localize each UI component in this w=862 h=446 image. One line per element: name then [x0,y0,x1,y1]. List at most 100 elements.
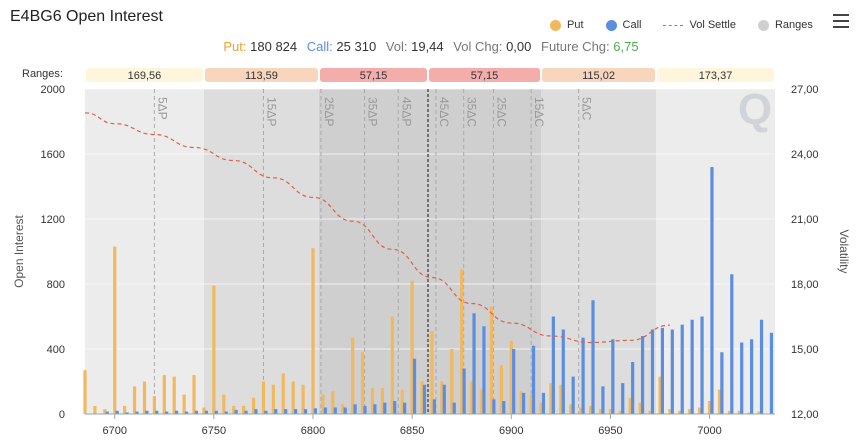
call-bar [403,402,407,414]
y2-tick-label-1: 15,00 [791,344,819,356]
delta-label-9: 5ΔC [580,97,594,121]
y-tick-label-4: 1600 [41,149,65,161]
call-bar [571,376,575,414]
call-bar [650,329,655,414]
range-value-5: 173,37 [699,70,733,82]
delta-label-8: 15ΔC [532,97,546,127]
put-bar [341,404,345,414]
call-bar [175,410,179,414]
call-bar [581,337,585,414]
range-band-4 [541,89,657,414]
legend-put-label[interactable]: Put [567,19,584,31]
put-bar [281,373,285,414]
y-tick-label-5: 2000 [41,84,65,96]
call-bar [660,327,664,414]
call-bar [680,324,684,414]
y2-tick-label-4: 24,00 [791,149,819,161]
put-bar [202,407,206,414]
put-bar [430,331,434,414]
put-bar [549,383,553,414]
hamburger-menu-icon[interactable] [833,14,849,28]
x-tick-label-5: 6950 [598,425,622,437]
call-bar [115,410,119,414]
call-bar [750,339,754,414]
put-bar [509,340,513,414]
call-bar [601,386,605,414]
put-bar [291,381,295,414]
range-cell-2 [319,68,428,82]
put-bar [142,381,147,414]
put-bar [638,402,642,414]
x-tick-label-3: 6850 [400,425,424,437]
put-stat-label: Put: [223,39,247,54]
delta-label-7: 25ΔC [494,97,508,127]
call-bar [214,410,218,414]
stats-bar: Put: 180 824 Call: 25 310 Vol: 19,44 Vol… [0,39,862,54]
x-tick-label-4: 6900 [499,425,523,437]
futchg-stat-value: 6,75 [613,39,639,54]
call-bar [502,401,506,414]
futchg-stat-label: Future Chg: [541,39,610,54]
range-cell-3 [429,68,541,82]
legend-vol-label[interactable]: Vol Settle [689,19,736,31]
call-bar [472,313,476,414]
call-bar [194,410,199,414]
y-tick-label-2: 800 [47,279,65,291]
call-bar [293,409,298,414]
y2-tick-label-5: 27,00 [791,84,819,96]
put-bar [579,407,583,414]
call-bar [254,409,258,414]
legend: Put Call Vol Settle Ranges [550,16,813,34]
x-tick-label-6: 7000 [697,425,721,437]
put-bar [351,337,355,414]
call-legend-icon[interactable] [605,19,617,31]
put-bar [608,409,613,414]
put-bar [648,410,652,414]
call-stat-value: 25 310 [336,39,377,54]
call-bar [184,411,189,414]
range-value-2: 57,15 [360,70,388,82]
call-bar [710,167,714,414]
call-bar [690,319,694,414]
put-bar [717,389,722,414]
range-band-0 [85,89,204,414]
call-bar [204,410,208,414]
put-bar [172,376,176,414]
range-value-4: 115,02 [582,70,615,82]
range-cell-5 [657,68,774,82]
put-bar [747,412,751,414]
put-bar [658,376,662,414]
call-bar [631,362,635,414]
range-cell-0 [86,68,203,82]
call-bar [541,392,546,414]
put-bar [559,384,563,414]
put-bar [162,375,166,414]
put-bar [589,405,593,414]
put-stat-value: 180 824 [250,39,298,54]
call-bar [482,326,486,414]
call-bar [452,402,456,414]
ranges-row-label: Ranges: [22,68,63,80]
put-bar [668,409,672,414]
call-bar [373,404,377,414]
put-bar [400,389,404,414]
put-bar [529,394,533,414]
y2-axis-title: Volatility [837,229,851,273]
call-bar [234,409,238,414]
x-tick-label-1: 6750 [202,425,226,437]
legend-call-label[interactable]: Call [622,19,642,31]
range-cell-4 [542,68,656,82]
put-bar [331,391,335,414]
put-bar [222,394,226,414]
volchg-stat-label: Vol Chg: [453,39,503,54]
vol-settle-legend-icon[interactable] [663,24,684,26]
put-bar [360,352,365,414]
put-bar [301,384,305,414]
put-legend-icon[interactable] [550,19,561,31]
call-bar [551,316,555,414]
put-bar [311,248,315,414]
legend-ranges-label[interactable]: Ranges [774,19,813,31]
call-bar [284,409,288,414]
put-bar [440,381,444,414]
ranges-legend-icon[interactable] [757,19,769,31]
